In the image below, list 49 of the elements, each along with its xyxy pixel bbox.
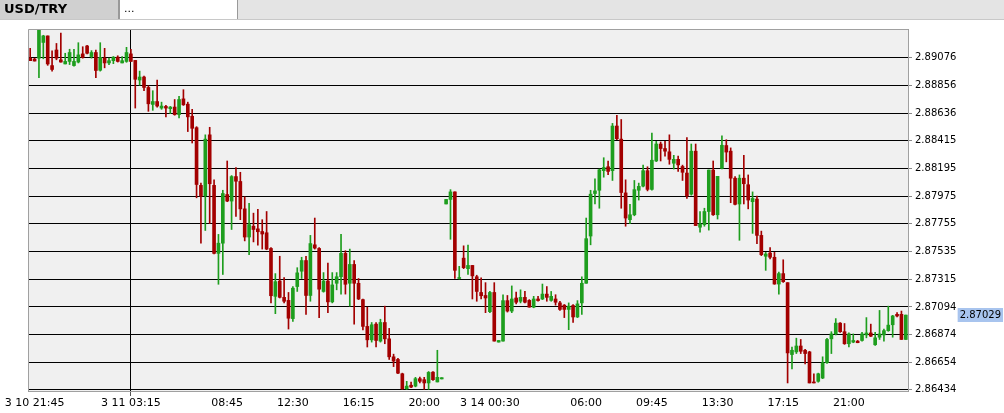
candlestick xyxy=(247,203,251,255)
y-tick-label: 2.86434 xyxy=(915,383,957,395)
candlestick xyxy=(544,286,549,302)
candlestick xyxy=(168,106,173,114)
x-tick-label: 06:00 xyxy=(570,396,603,410)
candlestick xyxy=(466,244,470,275)
candlestick xyxy=(593,178,597,205)
candlestick xyxy=(741,154,746,205)
x-tick-label: 20:00 xyxy=(408,396,441,410)
x-tick-label: 09:45 xyxy=(636,396,668,410)
y-tick-label: 2.86874 xyxy=(915,328,957,340)
chart-title: USD/TRY xyxy=(0,0,120,19)
candlestick xyxy=(225,160,230,203)
y-tick-label: 2.87535 xyxy=(915,245,957,257)
candlestick xyxy=(164,105,168,118)
x-tick-label: 17:15 xyxy=(767,396,800,410)
y-tick-label: 2.88636 xyxy=(915,106,957,118)
candlestick xyxy=(457,265,462,280)
chart-subtitle: ... xyxy=(120,0,238,19)
x-tick-label: 08:45 xyxy=(211,396,244,410)
x-tick-label: 13:30 xyxy=(701,396,734,410)
candlestick xyxy=(256,208,260,246)
x-tick-label: 16:15 xyxy=(342,396,375,410)
candlestick xyxy=(155,79,159,108)
y-tick-label: 2.88195 xyxy=(915,162,957,174)
candlestick xyxy=(150,90,155,111)
y-tick-label: 2.87975 xyxy=(915,189,957,201)
x-tick-label: 3 10 21:45 xyxy=(4,396,65,410)
text: 2.87029 xyxy=(959,308,1002,320)
candlestick xyxy=(790,346,794,370)
y-tick-label: 2.87755 xyxy=(915,217,957,229)
y-tick-label: 2.88856 xyxy=(915,79,957,91)
y-tick-label: 2.86654 xyxy=(915,355,957,367)
candlestick xyxy=(479,277,483,300)
x-tick-label: 12:30 xyxy=(277,396,309,410)
candlestick xyxy=(763,252,768,271)
x-tick-label: 21:00 xyxy=(833,396,865,410)
y-tick-label: 2.89076 xyxy=(915,51,957,63)
candlestick xyxy=(566,302,571,330)
y-tick-label: 2.87315 xyxy=(915,272,957,284)
candlestick xyxy=(234,167,238,217)
x-tick-label: 3 14 00:30 xyxy=(460,396,520,410)
candlestick xyxy=(59,32,63,63)
candlestick xyxy=(72,48,76,67)
y-tick-label: 2.87094 xyxy=(915,300,957,312)
x-tick-label: 3 11 03:15 xyxy=(101,396,161,410)
candlestick xyxy=(698,211,702,233)
y-tick-label: 2.88415 xyxy=(915,134,957,146)
candlestick xyxy=(199,182,203,244)
